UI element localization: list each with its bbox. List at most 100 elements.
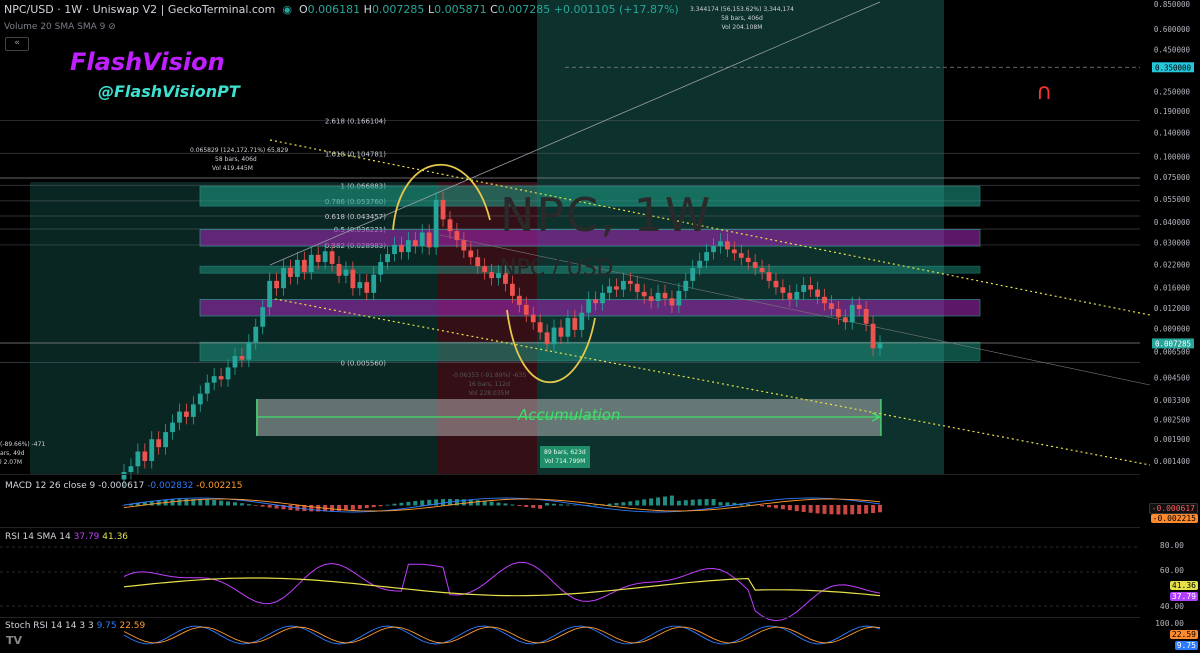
candle-body [399, 244, 404, 253]
macd-line [123, 497, 881, 513]
channel-midline [439, 234, 1151, 386]
volume-indicator-label[interactable]: Volume 20 SMA SMA 9 ⊘ [4, 22, 116, 32]
macd-histogram-bar [836, 505, 841, 515]
candle-body [239, 356, 245, 360]
pane-divider[interactable] [0, 617, 1140, 618]
price-axis-label: 0.190000 [1154, 107, 1191, 116]
price-axis-label: 0.100000 [1154, 153, 1191, 162]
macd-histogram-bar [815, 505, 820, 514]
macd-histogram-bar [545, 503, 550, 506]
candle-body [190, 404, 196, 417]
rsi-value-tag: 37.79 [1169, 592, 1198, 601]
candle-body [766, 272, 772, 281]
candle-body [142, 451, 148, 461]
candle-body [537, 322, 543, 333]
candle-body [835, 308, 841, 318]
macd-histogram-bar [732, 502, 737, 506]
candle-body [725, 241, 730, 250]
price-axis-label: 0.001400 [1154, 457, 1191, 466]
stoch-d-tag: 22.59 [1169, 630, 1198, 639]
macd-histogram-bar [420, 500, 425, 506]
rsi-line [123, 561, 881, 622]
macd-histogram-bar [593, 504, 598, 506]
macd-histogram-bar [135, 503, 140, 506]
accumulation-arrowhead [871, 412, 882, 422]
candle-body [343, 269, 349, 276]
price-axis-label: 0.003300 [1154, 396, 1191, 405]
candle-body [482, 266, 488, 273]
low-value: 0.005871 [434, 3, 487, 16]
candle-body [558, 327, 564, 337]
macd-histogram-bar [642, 499, 647, 506]
candle-body [184, 411, 189, 417]
candle-body [801, 285, 807, 292]
candle-body [759, 267, 765, 273]
macd-histogram-bar [434, 499, 439, 506]
macd-histogram-bar [517, 505, 522, 506]
candle-body [627, 280, 633, 284]
candle-body [489, 272, 494, 279]
candle-body [294, 259, 300, 277]
stoch-rsi-legend[interactable]: Stoch RSI 14 14 3 3 9.75 22.59 [5, 621, 146, 631]
measure-note-accumulation: 89 bars, 623d Vol 714.799M [540, 446, 590, 468]
candle-body [544, 332, 550, 345]
macd-histogram-bar [572, 504, 577, 506]
macd-histogram-bar [787, 505, 792, 511]
macd-histogram-bar [392, 503, 397, 506]
candle-body [849, 304, 855, 323]
price-axis-label: 0.040000 [1154, 218, 1191, 227]
macd-histogram-bar [350, 505, 355, 510]
candle-body [475, 257, 481, 267]
macd-histogram-bar [337, 505, 342, 511]
fib-label: 2.618 (0.166104) [325, 117, 386, 125]
candle-body [412, 240, 418, 247]
brand-handle: @FlashVisionPT [98, 82, 240, 101]
price-axis-label: 0.012000 [1154, 304, 1191, 313]
rsi-axis-80: 80.00 [1159, 541, 1184, 550]
macd-histogram-bar [260, 505, 265, 507]
candle-body [773, 280, 779, 288]
macd-histogram-bar [357, 505, 362, 509]
candle-body [260, 307, 266, 327]
accumulation-label: Accumulation [518, 406, 621, 424]
macd-histogram-bar [489, 501, 494, 506]
macd-histogram-bar [649, 498, 654, 506]
pane-divider[interactable] [0, 527, 1140, 528]
candle-body [565, 318, 571, 337]
price-zone-box [199, 229, 981, 247]
stoch-axis-100: 100.00 [1155, 619, 1184, 628]
candle-body [246, 342, 252, 360]
stoch-k-tag: 9.75 [1174, 641, 1198, 650]
macd-histogram-bar [212, 500, 217, 506]
pane-divider[interactable] [0, 474, 1140, 475]
candle-body [371, 274, 377, 293]
macd-histogram-bar [364, 505, 369, 509]
rsi-legend[interactable]: RSI 14 SMA 14 37.79 41.36 [5, 532, 129, 542]
close-value: 0.007285 [497, 3, 551, 16]
current-price-text: 0.007285 [1155, 339, 1191, 348]
macd-histogram-bar [330, 505, 335, 512]
candle-body [232, 356, 238, 368]
watermark: NPC, 1W [500, 188, 713, 242]
price-axis-label: 0.002500 [1154, 416, 1191, 425]
macd-legend[interactable]: MACD 12 26 close 9 -0.000617 -0.002832 -… [5, 481, 243, 491]
macd-histogram-bar [711, 499, 716, 506]
candle-body [350, 269, 356, 289]
price-axis-label: 0.250000 [1154, 87, 1191, 96]
macd-histogram-bar [822, 505, 827, 514]
symbol-title[interactable]: NPC/USD · 1W · Uniswap V2 | GeckoTermina… [4, 3, 276, 16]
macd-histogram-bar [496, 502, 501, 506]
macd-histogram-bar [552, 503, 557, 506]
macd-histogram-bar [683, 500, 688, 506]
candle-body [496, 273, 501, 279]
candle-body [204, 382, 210, 394]
collapse-legend-button[interactable]: « [5, 37, 29, 51]
candle-body [780, 287, 786, 293]
candle-body [336, 263, 342, 276]
candle-body [600, 292, 605, 304]
candle-body [829, 303, 834, 309]
macd-histogram-bar [864, 505, 869, 514]
candle-body [163, 432, 169, 448]
